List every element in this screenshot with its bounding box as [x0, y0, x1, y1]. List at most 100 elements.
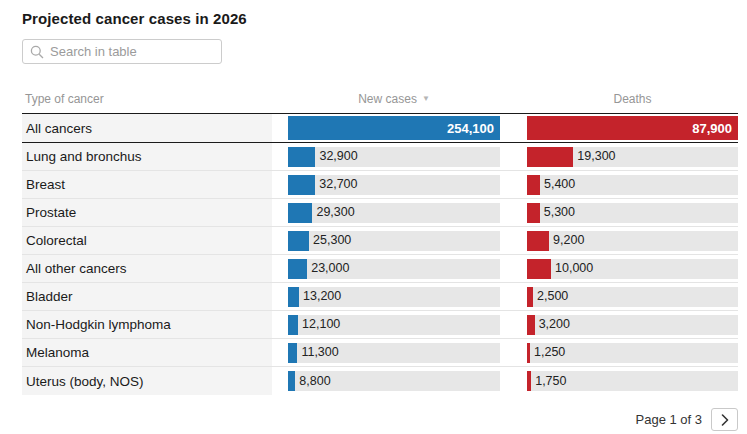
data-table: Type of cancer New cases ▼ Deaths All ca…: [22, 90, 738, 395]
deaths-bar-track: 3,200: [527, 315, 738, 335]
new-cases-bar: [288, 287, 299, 307]
deaths-cell: 19,300: [527, 143, 738, 170]
new-cases-cell: 13,200: [288, 283, 500, 310]
deaths-bar-track: 87,900: [527, 116, 738, 140]
new-cases-value: 8,800: [299, 375, 330, 388]
deaths-value: 1,750: [535, 375, 566, 388]
deaths-bar-track: 10,000: [527, 259, 738, 279]
table-row: Breast 32,700 5,400: [22, 171, 738, 199]
row-label: Breast: [22, 171, 272, 198]
deaths-bar: [527, 147, 573, 167]
deaths-value: 3,200: [539, 318, 570, 331]
new-cases-bar-track: 11,300: [288, 343, 500, 363]
table-row: Prostate 29,300 5,300: [22, 199, 738, 227]
table-row: All other cancers 23,000 10,000: [22, 255, 738, 283]
deaths-cell: 1,750: [527, 367, 738, 395]
column-header-new-cases[interactable]: New cases ▼: [288, 92, 500, 106]
search-box[interactable]: [22, 39, 222, 64]
new-cases-cell: 8,800: [288, 367, 500, 395]
new-cases-value: 29,300: [316, 206, 354, 219]
deaths-value: 10,000: [555, 262, 593, 275]
next-page-button[interactable]: [711, 408, 738, 431]
deaths-value: 1,250: [534, 346, 565, 359]
sort-descending-icon: ▼: [422, 94, 430, 103]
new-cases-bar-track: 29,300: [288, 203, 500, 223]
pagination: Page 1 of 3: [22, 408, 738, 431]
deaths-bar-track: 19,300: [527, 147, 738, 167]
new-cases-value: 25,300: [313, 234, 351, 247]
new-cases-bar-track: 13,200: [288, 287, 500, 307]
table-row: All cancers254,10087,900: [22, 113, 738, 143]
table-row: Bladder 13,200 2,500: [22, 283, 738, 311]
deaths-bar: [527, 371, 531, 391]
deaths-cell: 9,200: [527, 227, 738, 254]
table-row: Uterus (body, NOS) 8,800 1,750: [22, 367, 738, 395]
deaths-bar: [527, 203, 540, 223]
new-cases-bar: [288, 259, 307, 279]
table-row: Colorectal25,3009,200: [22, 227, 738, 255]
new-cases-cell: 32,900: [288, 143, 500, 170]
deaths-value: 9,200: [553, 234, 584, 247]
table-row: Melanoma 11,300 1,250: [22, 339, 738, 367]
deaths-bar: [527, 315, 535, 335]
new-cases-cell: 25,300: [288, 227, 500, 254]
new-cases-value: 13,200: [303, 290, 341, 303]
new-cases-bar-track: 8,800: [288, 371, 500, 391]
deaths-value: 2,500: [537, 290, 568, 303]
deaths-cell: 10,000: [527, 255, 738, 282]
new-cases-bar-track: 12,100: [288, 315, 500, 335]
deaths-value: 87,900: [692, 122, 738, 135]
new-cases-value: 11,300: [301, 346, 338, 359]
new-cases-bar-track: 32,900: [288, 147, 500, 167]
row-label: Non-Hodgkin lymphoma: [22, 311, 272, 338]
new-cases-bar-track: 25,300: [288, 231, 500, 251]
deaths-bar: [527, 287, 533, 307]
new-cases-bar-track: 32,700: [288, 175, 500, 195]
deaths-bar-track: 9,200: [527, 231, 738, 251]
search-input[interactable]: [50, 44, 214, 59]
new-cases-bar: [288, 231, 309, 251]
deaths-bar: [527, 175, 540, 195]
column-header-deaths[interactable]: Deaths: [527, 92, 738, 106]
row-label: Bladder: [22, 283, 272, 310]
table-header: Type of cancer New cases ▼ Deaths: [22, 90, 738, 108]
column-header-type-of-cancer[interactable]: Type of cancer: [22, 92, 272, 106]
page-title: Projected cancer cases in 2026: [22, 10, 738, 27]
new-cases-cell: 32,700: [288, 171, 500, 198]
deaths-cell: 3,200: [527, 311, 738, 338]
deaths-cell: 87,900: [527, 114, 738, 142]
deaths-value: 5,400: [544, 178, 575, 191]
deaths-value: 5,300: [544, 206, 575, 219]
pagination-label: Page 1 of 3: [636, 412, 703, 427]
row-label: All other cancers: [22, 255, 272, 282]
new-cases-bar-track: 23,000: [288, 259, 500, 279]
new-cases-value: 23,000: [311, 262, 349, 275]
deaths-cell: 2,500: [527, 283, 738, 310]
deaths-bar: [527, 259, 551, 279]
row-label: Melanoma: [22, 339, 272, 366]
deaths-bar-track: 1,750: [527, 371, 738, 391]
deaths-bar: 87,900: [527, 116, 738, 140]
row-label: Lung and bronchus: [22, 143, 272, 170]
deaths-cell: 5,400: [527, 171, 738, 198]
deaths-bar-track: 1,250: [527, 343, 738, 363]
new-cases-bar: 254,100: [288, 116, 500, 140]
new-cases-bar: [288, 203, 312, 223]
new-cases-bar: [288, 371, 295, 391]
new-cases-bar: [288, 315, 298, 335]
chevron-right-icon: [721, 414, 729, 426]
new-cases-value: 12,100: [302, 318, 340, 331]
row-label: Prostate: [22, 199, 272, 226]
deaths-bar: [527, 231, 549, 251]
new-cases-bar: [288, 343, 297, 363]
new-cases-cell: 12,100: [288, 311, 500, 338]
chart-widget: Projected cancer cases in 2026 Type of c…: [0, 0, 747, 431]
new-cases-bar: [288, 147, 315, 167]
new-cases-cell: 254,100: [288, 114, 500, 142]
new-cases-value: 32,700: [319, 178, 357, 191]
row-label: Uterus (body, NOS): [22, 367, 272, 395]
new-cases-bar-track: 254,100: [288, 116, 500, 140]
new-cases-bar: [288, 175, 315, 195]
table-row: Non-Hodgkin lymphoma 12,100 3,200: [22, 311, 738, 339]
new-cases-cell: 29,300: [288, 199, 500, 226]
